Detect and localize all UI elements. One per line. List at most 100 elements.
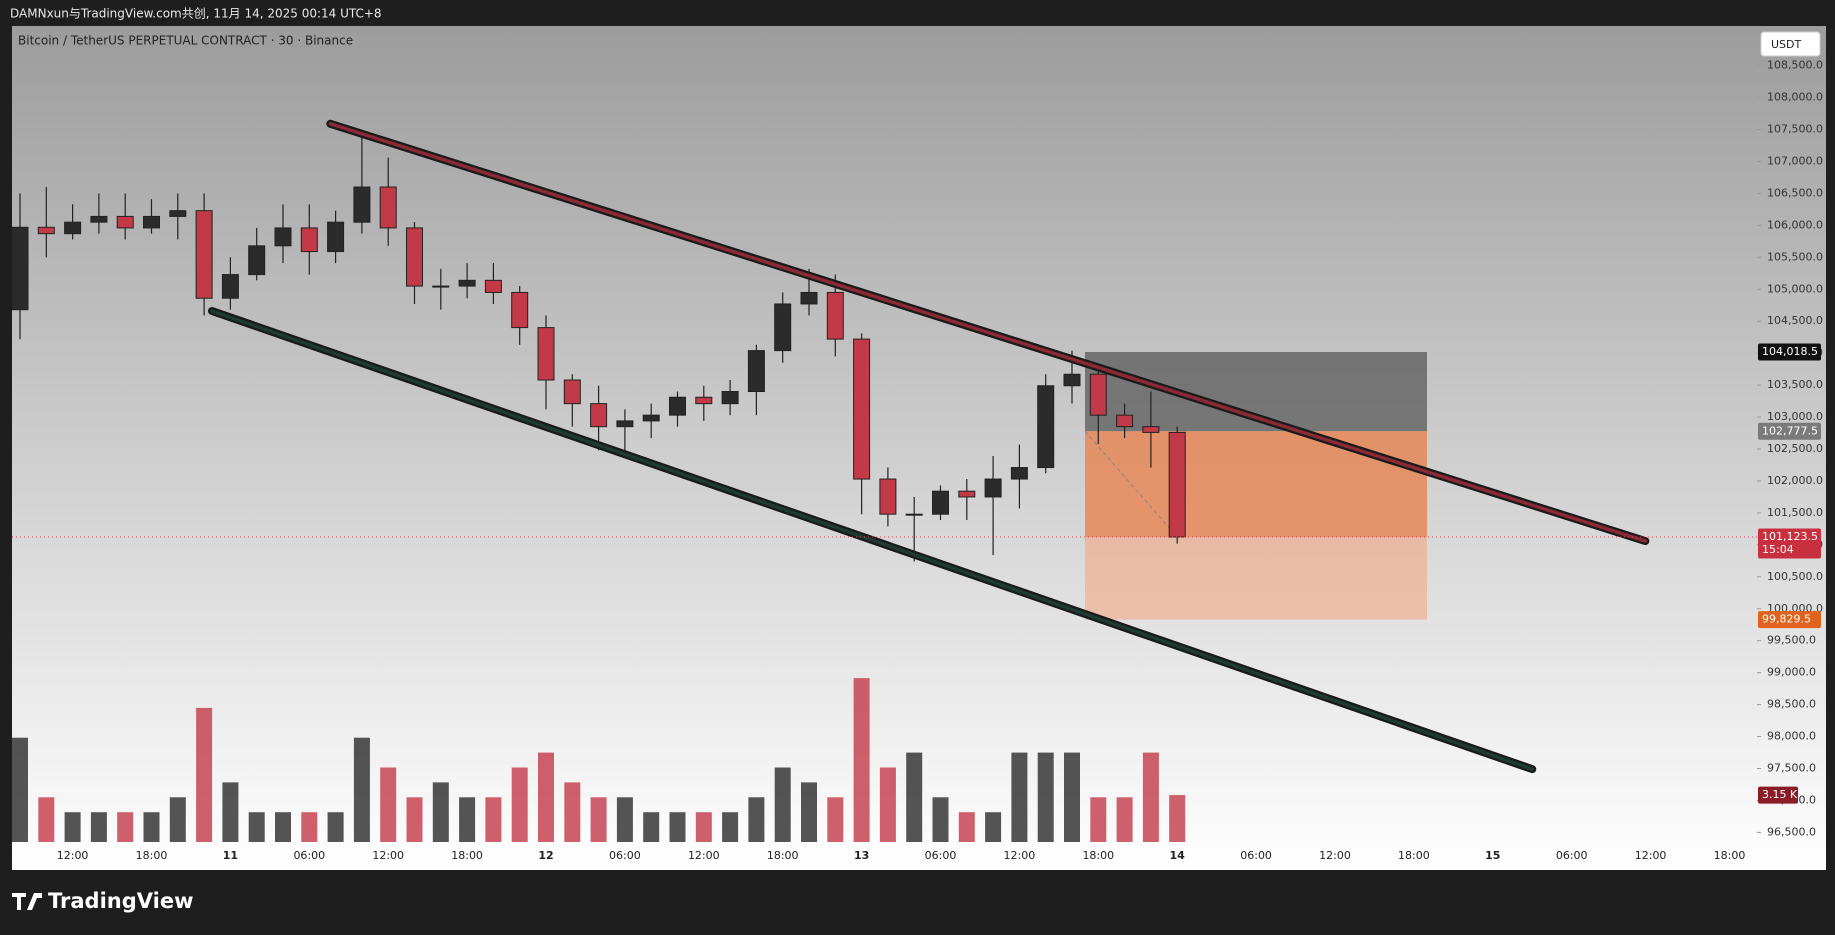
y-tick-label: 104,500.0: [1767, 314, 1823, 327]
candle-body: [116, 215, 134, 229]
candle-body: [406, 227, 423, 287]
volume-bar: [801, 782, 817, 842]
y-tick-label: 102,000.0: [1767, 474, 1823, 487]
candle-body: [853, 338, 871, 480]
y-tick-label: 102,500.0: [1767, 442, 1823, 455]
volume-bar: [90, 812, 107, 842]
x-tick-label: 18:00: [136, 849, 168, 862]
y-tick-label: 98,000.0: [1767, 730, 1816, 743]
x-tick-label: 18:00: [767, 849, 799, 862]
candle-body: [1037, 385, 1055, 469]
candle-body: [616, 420, 634, 428]
volume-tag: [1758, 786, 1798, 804]
candle-body: [590, 403, 608, 428]
candle-body: [90, 215, 108, 223]
candle-body: [905, 513, 923, 516]
candle-body: [64, 221, 82, 235]
x-tick-label: 12:00: [1319, 849, 1351, 862]
x-tick-label: 06:00: [293, 849, 325, 862]
plot: 96,500.097,000.097,500.098,000.098,500.0…: [11, 59, 1823, 862]
x-tick-label: 12:00: [57, 849, 89, 862]
y-tick-label: 108,000.0: [1767, 91, 1823, 104]
volume-bar: [827, 797, 844, 842]
x-tick-label: 18:00: [1082, 849, 1114, 862]
volume-bar: [774, 767, 791, 842]
volume-bar: [879, 767, 896, 842]
chart-pane: [12, 26, 1826, 870]
x-tick-label: 14: [1170, 849, 1186, 862]
x-tick-label: 06:00: [925, 849, 957, 862]
candle-body: [274, 227, 292, 247]
candle-body: [695, 396, 713, 405]
target-tag: [1758, 611, 1821, 629]
stop-tag: [1758, 343, 1821, 361]
open-profit-zone: [1085, 431, 1427, 537]
volume-bar: [748, 797, 765, 842]
currency[interactable]: USDT: [1771, 38, 1802, 51]
candle-body: [1063, 373, 1081, 387]
last-price-label: 101,123.5: [1762, 530, 1818, 543]
candle-body: [984, 478, 1002, 498]
candle-body: [932, 490, 949, 515]
caption: DAMNxun与TradingView.com共创, 11月 14, 2025 …: [10, 7, 382, 21]
candle-body: [774, 303, 792, 352]
y-tick-label: 101,500.0: [1767, 506, 1823, 519]
x-tick-label: 12:00: [688, 849, 720, 862]
y-tick-label: 106,000.0: [1767, 218, 1823, 231]
y-tick-label: 107,000.0: [1767, 154, 1823, 167]
y-tick-label: 98,500.0: [1767, 698, 1816, 711]
entry-label: 102,777.5: [1762, 424, 1818, 437]
volume-bar: [275, 812, 291, 842]
currency-box[interactable]: [1760, 31, 1821, 57]
candle-body: [432, 285, 450, 288]
candle-body: [642, 414, 660, 422]
volume-bar: [406, 797, 423, 842]
x-tick-label: 18:00: [1398, 849, 1430, 862]
y-tick-label: 108,500.0: [1767, 59, 1823, 72]
candle-body: [669, 396, 686, 416]
volume-bar: [958, 812, 975, 842]
candle-body: [221, 274, 239, 299]
trendline: [210, 309, 1534, 771]
volume-bar: [590, 797, 607, 842]
volume-bar: [1064, 752, 1080, 842]
candle-body: [143, 215, 160, 229]
volume-bar: [616, 797, 633, 842]
candle-body: [537, 327, 555, 381]
brand: TradingView: [48, 889, 193, 913]
y-tick-label: 99,000.0: [1767, 666, 1816, 679]
volume-bar: [353, 737, 370, 842]
chart-title: Bitcoin / TetherUS PERPETUAL CONTRACT · …: [18, 34, 353, 48]
volume-bar: [906, 752, 923, 842]
y-tick-label: 105,500.0: [1767, 250, 1823, 263]
volume-bar: [459, 797, 476, 842]
x-tick-label: 12: [538, 849, 553, 862]
y-tick-label: 107,500.0: [1767, 123, 1823, 136]
candle-body: [826, 291, 844, 340]
candle-body: [1142, 426, 1160, 433]
volume-bar: [695, 812, 712, 842]
volume-bar: [485, 797, 502, 842]
candle-body: [1089, 373, 1107, 416]
candle-body: [484, 279, 502, 293]
volume-bar: [511, 767, 528, 842]
volume-bar: [1090, 797, 1107, 842]
volume-bar: [538, 752, 554, 842]
x-tick-label: 12:00: [1635, 849, 1667, 862]
x-tick-label: 18:00: [1714, 849, 1746, 862]
candle-body: [327, 221, 345, 253]
x-tick-label: 06:00: [1556, 849, 1588, 862]
last-price-tag: [1758, 528, 1821, 559]
candle-body: [353, 186, 371, 223]
y-tick-label: 106,500.0: [1767, 186, 1823, 199]
candle-body: [379, 186, 397, 229]
candle-body: [747, 350, 765, 393]
entry-path: [1084, 430, 1178, 538]
x-tick-label: 18:00: [451, 849, 483, 862]
volume-bar: [722, 812, 739, 842]
candle-body: [1168, 431, 1186, 538]
volume-bar: [248, 812, 265, 842]
volume-bar: [1169, 795, 1186, 842]
y-tick-label: 96,500.0: [1767, 825, 1816, 838]
